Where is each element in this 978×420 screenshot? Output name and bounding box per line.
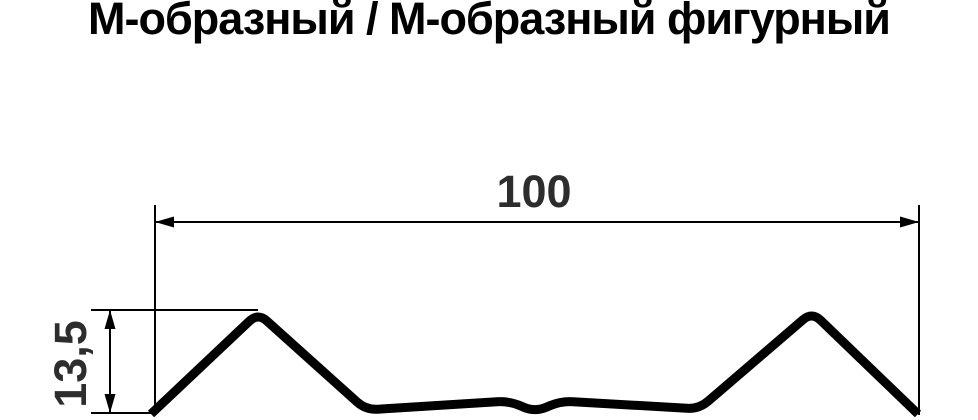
height-arrowhead — [104, 310, 116, 329]
width-arrowhead — [155, 216, 174, 228]
width-arrowhead — [900, 216, 919, 228]
dimension-layer — [91, 205, 920, 415]
page-title: М-образный / М-образный фигурный — [88, 0, 891, 44]
height-dimension-label: 13,5 — [45, 320, 96, 408]
height-arrowhead — [104, 394, 116, 413]
m-profile-outline — [147, 311, 922, 418]
width-dimension-label: 100 — [496, 166, 571, 217]
